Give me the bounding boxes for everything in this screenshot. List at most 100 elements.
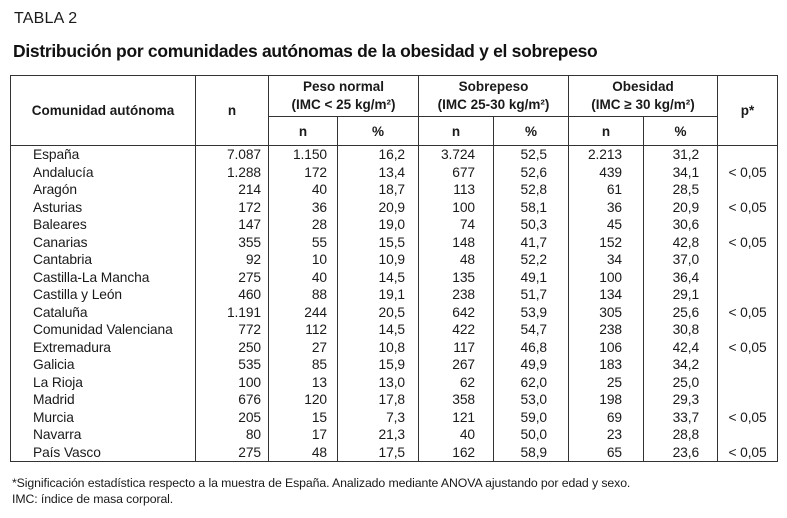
cell-n-total: 205 xyxy=(195,408,269,426)
cell-obesity-pct: 34,1 xyxy=(642,163,719,181)
cell-obesity-pct: 30,6 xyxy=(642,216,719,234)
cell-overweight-pct: 49,9 xyxy=(493,356,569,374)
header-group-overweight: Sobrepeso (IMC 25-30 kg/m²) xyxy=(418,75,569,117)
cell-normal-pct: 19,1 xyxy=(337,286,419,304)
cell-p-value: < 0,05 xyxy=(717,408,779,426)
cell-normal-pct: 10,9 xyxy=(337,251,419,269)
cell-community-name: País Vasco xyxy=(10,443,196,462)
header-normal-line2: (IMC < 25 kg/m²) xyxy=(291,97,396,112)
cell-obesity-pct: 25,6 xyxy=(642,303,719,321)
cell-obesity-n: 100 xyxy=(568,268,644,286)
header-group-row: Comunidad autónoma n Peso normal (IMC < … xyxy=(10,75,779,146)
cell-community-name: Cantabria xyxy=(10,251,196,269)
subheader-obesity-n: n xyxy=(568,116,644,146)
cell-n-total: 7.087 xyxy=(195,145,269,164)
cell-obesity-pct: 33,7 xyxy=(642,408,719,426)
cell-normal-pct: 20,5 xyxy=(337,303,419,321)
cell-normal-pct: 17,5 xyxy=(337,443,419,462)
table-header: Comunidad autónoma n Peso normal (IMC < … xyxy=(10,75,779,146)
cell-normal-pct: 19,0 xyxy=(337,216,419,234)
cell-overweight-n: 74 xyxy=(418,216,494,234)
cell-obesity-n: 23 xyxy=(568,426,644,444)
cell-normal-pct: 13,0 xyxy=(337,373,419,391)
cell-obesity-pct: 31,2 xyxy=(642,145,719,164)
table-row: Extremadura 250 27 10,8 117 46,8 106 42,… xyxy=(10,338,779,356)
cell-normal-pct: 14,5 xyxy=(337,268,419,286)
cell-overweight-n: 162 xyxy=(418,443,494,462)
cell-community-name: Asturias xyxy=(10,198,196,216)
cell-obesity-n: 134 xyxy=(568,286,644,304)
cell-obesity-n: 2.213 xyxy=(568,145,644,164)
statistics-table: Comunidad autónoma n Peso normal (IMC < … xyxy=(10,75,779,462)
footnote-imc: IMC: índice de masa corporal. xyxy=(12,491,174,506)
cell-obesity-n: 45 xyxy=(568,216,644,234)
cell-p-value xyxy=(717,356,779,374)
cell-n-total: 147 xyxy=(195,216,269,234)
cell-n-total: 1.191 xyxy=(195,303,269,321)
cell-overweight-pct: 59,0 xyxy=(493,408,569,426)
cell-normal-n: 27 xyxy=(268,338,338,356)
table-row: España 7.087 1.150 16,2 3.724 52,5 2.213… xyxy=(10,145,779,164)
table-row: Cantabria 92 10 10,9 48 52,2 34 37,0 xyxy=(10,251,779,269)
cell-overweight-pct: 58,9 xyxy=(493,443,569,462)
cell-obesity-n: 61 xyxy=(568,181,644,199)
cell-p-value: < 0,05 xyxy=(717,233,779,251)
cell-overweight-pct: 52,5 xyxy=(493,145,569,164)
cell-overweight-pct: 58,1 xyxy=(493,198,569,216)
cell-p-value xyxy=(717,391,779,409)
cell-n-total: 1.288 xyxy=(195,163,269,181)
cell-normal-n: 85 xyxy=(268,356,338,374)
cell-overweight-n: 3.724 xyxy=(418,145,494,164)
table-row: Baleares 147 28 19,0 74 50,3 45 30,6 xyxy=(10,216,779,234)
cell-overweight-pct: 50,0 xyxy=(493,426,569,444)
cell-normal-n: 55 xyxy=(268,233,338,251)
cell-normal-pct: 7,3 xyxy=(337,408,419,426)
cell-n-total: 275 xyxy=(195,268,269,286)
cell-overweight-n: 238 xyxy=(418,286,494,304)
table-row: Galicia 535 85 15,9 267 49,9 183 34,2 xyxy=(10,356,779,374)
cell-obesity-pct: 28,8 xyxy=(642,426,719,444)
cell-obesity-n: 238 xyxy=(568,321,644,339)
header-community: Comunidad autónoma xyxy=(10,75,196,146)
cell-community-name: Madrid xyxy=(10,391,196,409)
cell-normal-pct: 20,9 xyxy=(337,198,419,216)
cell-obesity-pct: 29,3 xyxy=(642,391,719,409)
header-normal-line1: Peso normal xyxy=(302,79,385,95)
cell-community-name: Navarra xyxy=(10,426,196,444)
cell-p-value xyxy=(717,181,779,199)
cell-community-name: Galicia xyxy=(10,356,196,374)
cell-community-name: España xyxy=(10,145,196,164)
footnote-significance: *Significación estadística respecto a la… xyxy=(12,476,631,490)
cell-normal-n: 88 xyxy=(268,286,338,304)
footnotes: *Significación estadística respecto a la… xyxy=(12,476,787,507)
cell-overweight-n: 148 xyxy=(418,233,494,251)
cell-obesity-n: 36 xyxy=(568,198,644,216)
cell-p-value xyxy=(717,145,779,164)
cell-normal-n: 28 xyxy=(268,216,338,234)
cell-overweight-pct: 53,9 xyxy=(493,303,569,321)
cell-p-value xyxy=(717,268,779,286)
cell-obesity-n: 183 xyxy=(568,356,644,374)
cell-overweight-n: 677 xyxy=(418,163,494,181)
cell-overweight-pct: 46,8 xyxy=(493,338,569,356)
cell-overweight-n: 100 xyxy=(418,198,494,216)
subheader-normal-n: n xyxy=(268,116,338,146)
cell-community-name: Canarias xyxy=(10,233,196,251)
table-row: Canarias 355 55 15,5 148 41,7 152 42,8 <… xyxy=(10,233,779,251)
cell-community-name: Baleares xyxy=(10,216,196,234)
cell-obesity-pct: 20,9 xyxy=(642,198,719,216)
cell-overweight-n: 135 xyxy=(418,268,494,286)
cell-obesity-pct: 23,6 xyxy=(642,443,719,462)
cell-obesity-n: 106 xyxy=(568,338,644,356)
cell-overweight-pct: 51,7 xyxy=(493,286,569,304)
header-overweight-line1: Sobrepeso xyxy=(458,79,529,95)
cell-normal-n: 10 xyxy=(268,251,338,269)
table-row: País Vasco 275 48 17,5 162 58,9 65 23,6 … xyxy=(10,443,779,462)
cell-normal-pct: 13,4 xyxy=(337,163,419,181)
cell-overweight-pct: 52,2 xyxy=(493,251,569,269)
cell-obesity-n: 65 xyxy=(568,443,644,462)
cell-normal-n: 120 xyxy=(268,391,338,409)
cell-normal-n: 40 xyxy=(268,181,338,199)
cell-overweight-pct: 52,6 xyxy=(493,163,569,181)
cell-overweight-n: 267 xyxy=(418,356,494,374)
